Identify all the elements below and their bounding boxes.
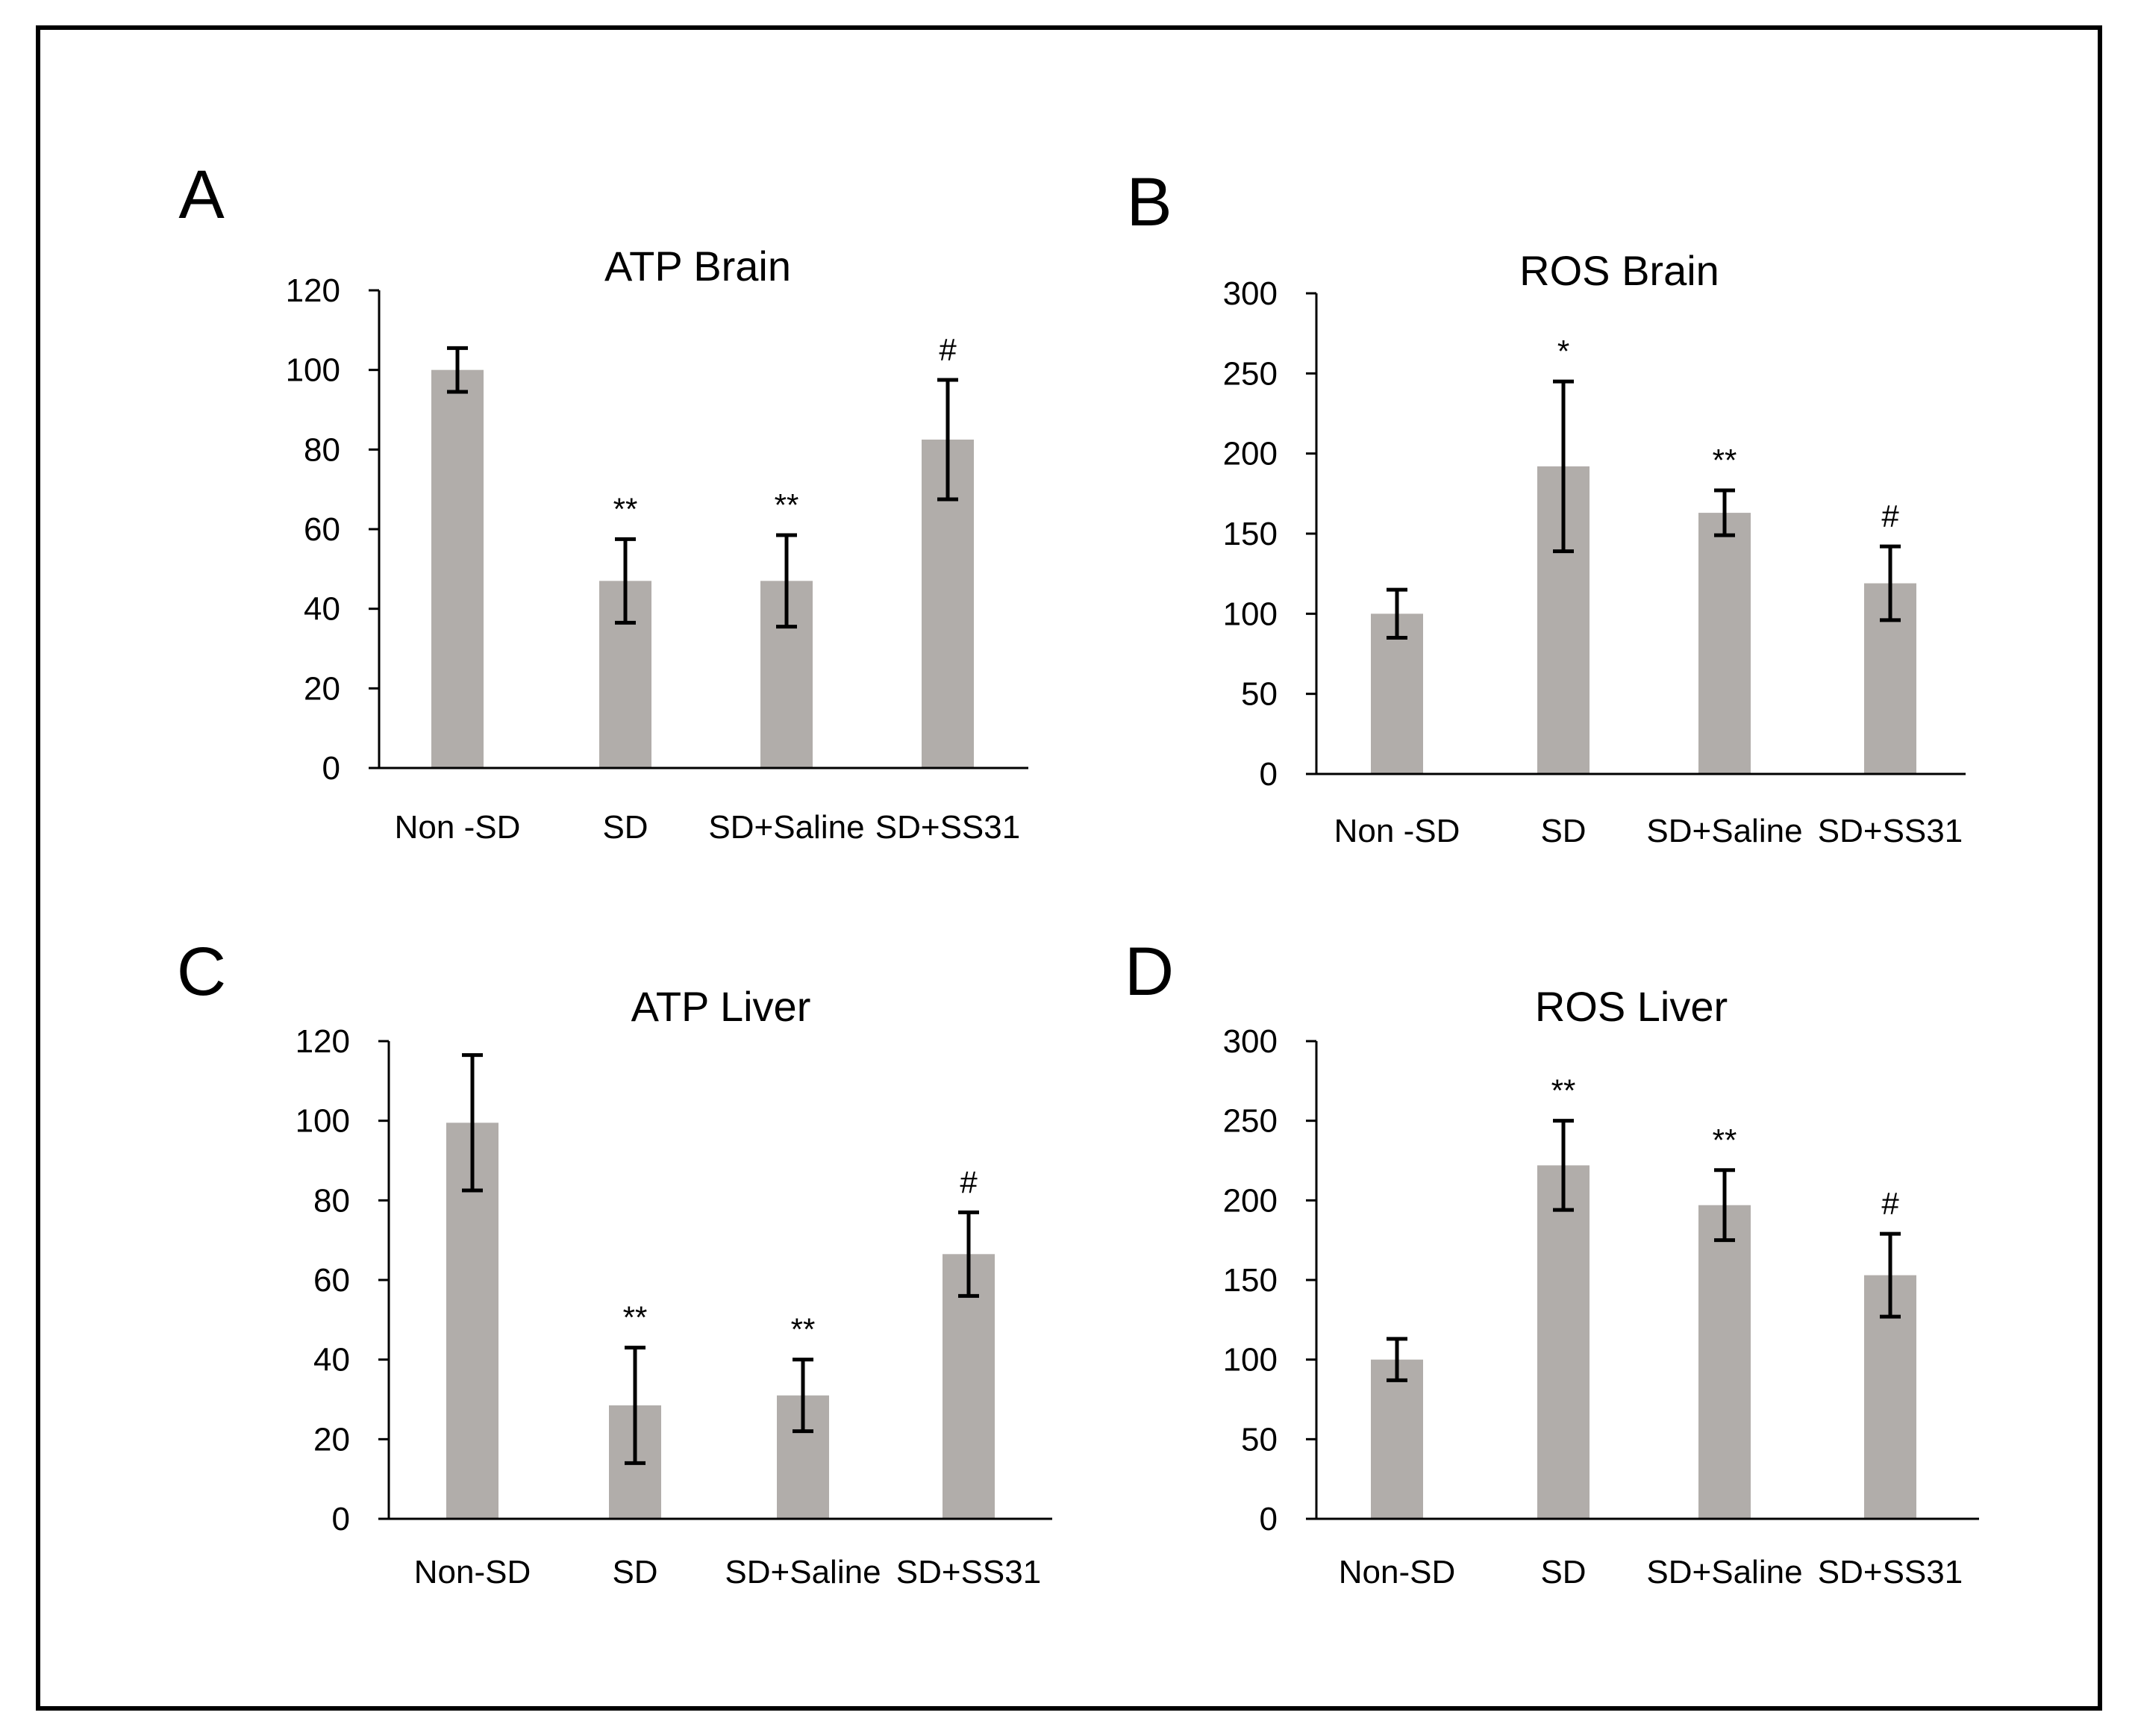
y-tick-label-c-80: 80	[313, 1182, 350, 1219]
y-tick-label-d-300: 300	[1223, 1023, 1278, 1060]
y-tick-label-d-100: 100	[1223, 1342, 1278, 1379]
panel-letter-c: C	[177, 934, 226, 1010]
y-tick-label-b-200: 200	[1223, 436, 1278, 472]
x-category-label-b-4: SD+SS31	[1818, 813, 1963, 849]
x-category-label-d-2: SD	[1540, 1554, 1586, 1590]
x-category-label-a-1: Non -SD	[395, 809, 521, 846]
error-bar-a-3	[776, 533, 797, 629]
chart-panel-c: C ATP Liver ** ** #0 20 40 60 80 100 120 Non-SD SD SD…	[177, 934, 1052, 1590]
error-bar-b-4	[1880, 544, 1901, 622]
significance-label-c-4: #	[960, 1164, 978, 1199]
significance-label-a-4: #	[939, 332, 957, 367]
y-tick-label-c-120: 120	[296, 1023, 350, 1060]
error-bar-b-1	[1387, 587, 1407, 640]
y-tick-label-c-40: 40	[313, 1342, 350, 1379]
y-tick-label-d-250: 250	[1223, 1103, 1278, 1140]
x-category-label-a-4: SD+SS31	[875, 809, 1020, 846]
significance-label-d-3: **	[1713, 1123, 1737, 1158]
error-bar-a-4	[937, 378, 958, 502]
x-category-label-c-3: SD+Saline	[725, 1554, 881, 1590]
x-category-label-d-3: SD+Saline	[1646, 1554, 1802, 1590]
bar-d-1	[1371, 1359, 1423, 1519]
error-bar-b-2	[1553, 379, 1574, 554]
y-tick-label-d-0: 0	[1260, 1501, 1278, 1537]
error-bar-c-2	[625, 1346, 646, 1465]
error-bar-c-3	[793, 1358, 813, 1434]
y-tick-label-a-100: 100	[286, 352, 340, 389]
y-tick-label-d-50: 50	[1241, 1421, 1278, 1458]
significance-label-b-4: #	[1881, 499, 1899, 534]
error-bar-d-3	[1714, 1168, 1735, 1243]
chart-panel-d: D ROS Liver ** ** #0 50 100 150 200 250 300 Non-SD S…	[1125, 934, 1979, 1590]
y-tick-label-c-60: 60	[313, 1262, 350, 1299]
error-bar-c-1	[462, 1053, 483, 1193]
chart-title-d: ROS Liver	[1535, 983, 1728, 1030]
y-tick-label-c-100: 100	[296, 1103, 350, 1140]
chart-title-c: ATP Liver	[631, 983, 811, 1030]
y-tick-label-b-300: 300	[1223, 275, 1278, 312]
x-category-label-c-2: SD	[612, 1554, 657, 1590]
y-tick-label-d-150: 150	[1223, 1262, 1278, 1299]
chart-title-a: ATP Brain	[604, 243, 791, 290]
y-tick-label-b-250: 250	[1223, 355, 1278, 392]
panel-letter-b: B	[1126, 164, 1172, 240]
significance-label-d-4: #	[1881, 1186, 1899, 1221]
significance-label-b-2: *	[1557, 334, 1569, 369]
x-category-label-b-2: SD	[1540, 813, 1586, 849]
bar-b-3	[1698, 513, 1751, 774]
error-bar-c-4	[958, 1210, 979, 1298]
bar-c-4	[943, 1254, 995, 1519]
y-tick-label-b-150: 150	[1223, 516, 1278, 552]
x-category-label-a-2: SD	[602, 809, 648, 846]
bar-b-1	[1371, 613, 1423, 774]
x-category-label-a-3: SD+Saline	[708, 809, 864, 846]
chart-title-b: ROS Brain	[1519, 247, 1719, 294]
x-category-label-c-4: SD+SS31	[896, 1554, 1041, 1590]
bar-d-3	[1698, 1205, 1751, 1519]
significance-label-a-3: **	[775, 487, 799, 522]
bar-a-1	[431, 369, 484, 769]
significance-label-b-3: **	[1713, 443, 1737, 478]
bar-d-2	[1537, 1165, 1590, 1519]
error-bar-d-2	[1553, 1119, 1574, 1212]
y-tick-label-a-80: 80	[304, 431, 340, 468]
x-category-label-d-1: Non-SD	[1339, 1554, 1456, 1590]
error-bar-b-3	[1714, 488, 1735, 537]
y-tick-label-a-120: 120	[286, 272, 340, 309]
y-tick-label-a-40: 40	[304, 591, 340, 628]
error-bar-a-1	[447, 346, 468, 394]
error-bar-d-4	[1880, 1231, 1901, 1319]
panel-letter-d: D	[1125, 934, 1174, 1010]
y-tick-label-c-20: 20	[313, 1421, 350, 1458]
y-tick-label-b-50: 50	[1241, 676, 1278, 713]
x-category-label-d-4: SD+SS31	[1818, 1554, 1963, 1590]
y-tick-label-c-0: 0	[332, 1501, 350, 1537]
y-tick-label-b-100: 100	[1223, 596, 1278, 632]
x-category-label-c-1: Non-SD	[414, 1554, 531, 1590]
y-tick-label-b-0: 0	[1260, 756, 1278, 793]
y-tick-label-a-20: 20	[304, 670, 340, 707]
panel-letter-a: A	[178, 157, 225, 233]
x-category-label-b-3: SD+Saline	[1646, 813, 1802, 849]
significance-label-c-3: **	[791, 1312, 816, 1347]
y-tick-label-d-200: 200	[1223, 1182, 1278, 1219]
y-tick-label-a-60: 60	[304, 511, 340, 548]
significance-label-c-2: **	[623, 1300, 648, 1335]
error-bar-a-2	[615, 537, 636, 625]
y-tick-label-a-0: 0	[322, 750, 340, 787]
chart-panel-a: A ATP Brain ** ** #0 20 40 60 80 100 120 Non -SD SD S…	[178, 157, 1028, 846]
error-bar-d-1	[1387, 1337, 1407, 1382]
x-category-label-b-1: Non -SD	[1334, 813, 1460, 849]
significance-label-a-2: **	[613, 491, 638, 526]
significance-label-d-2: **	[1551, 1073, 1576, 1108]
